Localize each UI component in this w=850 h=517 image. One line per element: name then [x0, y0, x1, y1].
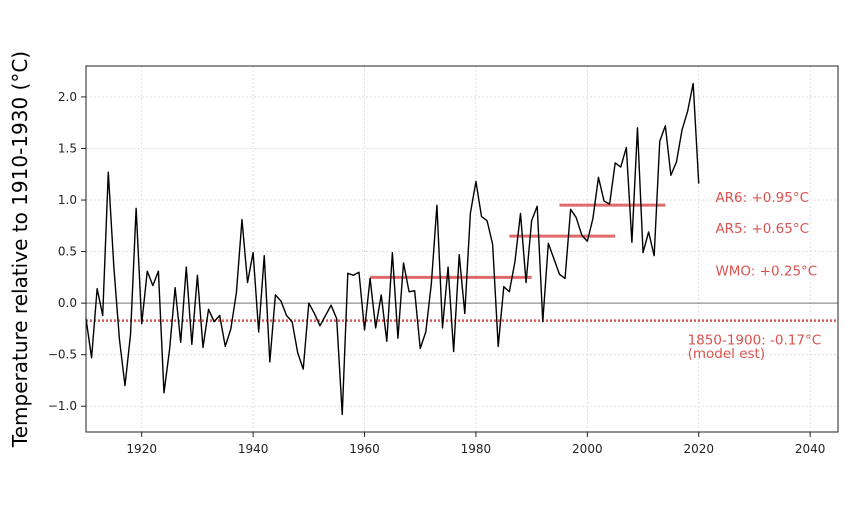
series-line [85, 82, 700, 416]
x-tick-label: 1940 [238, 442, 269, 456]
y-axis: −1.0 −0.5 0.0 0.5 1.0 1.5 2.0 [48, 90, 86, 413]
y-tick-label: 0.5 [58, 245, 77, 259]
reference-lines [86, 302, 838, 322]
annotation-label: (model est) [688, 346, 766, 362]
x-tick-label: 2020 [683, 442, 714, 456]
period-mean-lines [370, 203, 666, 279]
x-tick-label: 2000 [572, 442, 603, 456]
annotation-label: AR6: +0.95°C [715, 190, 809, 206]
annotation-label: WMO: +0.25°C [715, 263, 817, 279]
y-tick-label: 2.0 [58, 90, 77, 104]
y-tick-label: −0.5 [48, 348, 77, 362]
y-tick-label: 0.0 [58, 296, 77, 310]
x-tick-label: 2040 [795, 442, 826, 456]
x-tick-label: 1980 [461, 442, 492, 456]
y-tick-label: 1.5 [58, 141, 77, 155]
y-tick-label: 1.0 [58, 193, 77, 207]
x-tick-label: 1920 [126, 442, 157, 456]
x-axis: 1920 1940 1960 1980 2000 2020 2040 [126, 432, 825, 456]
plot-frame [85, 65, 839, 433]
annotation-label: AR5: +0.65°C [715, 221, 809, 237]
y-axis-label: Temperature relative to 1910-1930 (°C) [8, 51, 32, 448]
annotations: AR6: +0.95°C AR5: +0.65°C WMO: +0.25°C 1850… [688, 190, 822, 362]
y-tick-label: −1.0 [48, 399, 77, 413]
annotation-label: 1850-1900: -0.17°C [688, 332, 822, 348]
series-group [85, 82, 700, 416]
x-tick-label: 1960 [349, 442, 380, 456]
